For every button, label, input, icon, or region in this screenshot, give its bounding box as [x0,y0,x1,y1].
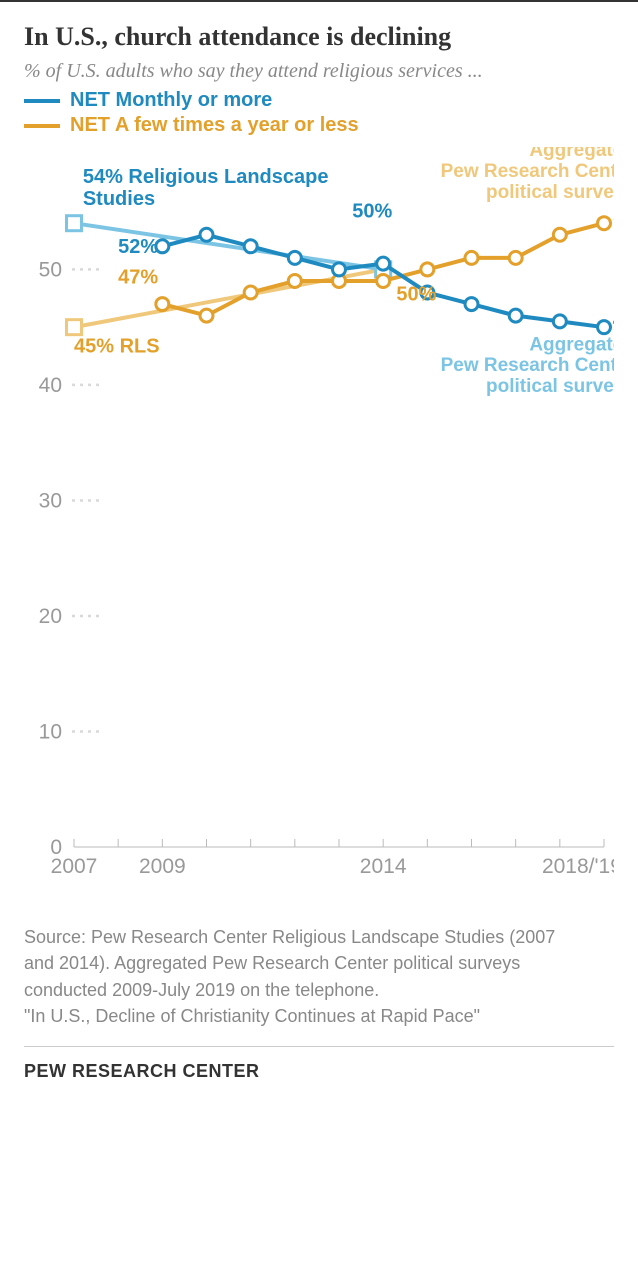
source-line: "In U.S., Decline of Christianity Contin… [24,1004,614,1028]
annotation-line: Aggregated [529,147,614,161]
agg-few-point [200,309,213,322]
y-tick-label: 50 [39,258,62,281]
annotation: AggregatedPew Research Centerpolitical s… [441,147,614,203]
legend-item-monthly: NET Monthly or more [24,89,614,112]
agg-few-point [509,251,522,264]
legend-label-few: NET A few times a year or less [70,114,359,137]
agg-monthly-point [288,251,301,264]
agg-monthly-point [465,298,478,311]
legend-swatch-monthly [24,99,60,103]
annotation: 45% [613,307,614,332]
annotation-line: 45% RLS [74,336,160,358]
chart-svg: 010203040502007200920142018/'1954% Relig… [24,147,614,907]
agg-monthly-point [377,257,390,270]
agg-few-point [244,286,257,299]
legend-label-monthly: NET Monthly or more [70,89,272,112]
agg-few-point [156,298,169,311]
chart-plot-area: 010203040502007200920142018/'1954% Relig… [24,147,614,907]
x-tick-label: 2018/'19 [542,855,614,878]
y-tick-label: 10 [39,720,62,743]
chart-title: In U.S., church attendance is declining [24,22,614,52]
source-line: Source: Pew Research Center Religious La… [24,925,614,949]
legend-item-few: NET A few times a year or less [24,114,614,137]
agg-monthly-point [509,309,522,322]
annotation-line: political surveys [486,182,614,203]
annotation: 50% [396,284,436,306]
annotation-line: Pew Research Center [441,355,614,376]
source-block: Source: Pew Research Center Religious La… [24,925,614,1028]
annotation: 54% Religious LandscapeStudies [83,166,329,210]
chart-subtitle: % of U.S. adults who say they attend rel… [24,60,614,83]
annotation-line: 50% [352,200,392,222]
x-tick-label: 2009 [139,855,186,878]
annotation-line: 45% [613,307,614,332]
agg-few-point [553,228,566,241]
agg-few-point [465,251,478,264]
annotation: 50% [352,200,392,222]
agg-monthly-point [200,228,213,241]
annotation-line: 50% [396,284,436,306]
x-tick-label: 2014 [360,855,407,878]
agg-monthly-point [598,321,611,334]
y-tick-label: 20 [39,605,62,628]
annotation-line: 47% [118,266,158,288]
agg-monthly-point [244,240,257,253]
annotation-line: 52% [118,236,158,258]
y-tick-label: 30 [39,489,62,512]
x-tick-label: 2007 [51,855,98,878]
rls-monthly-point [67,216,82,231]
annotation-line: 54% Religious Landscape [83,166,329,188]
legend: NET Monthly or more NET A few times a ye… [24,89,614,137]
annotation-line: 54% [613,203,614,228]
source-line: and 2014). Aggregated Pew Research Cente… [24,951,614,975]
agg-few-point [377,274,390,287]
annotation: 52% [118,236,158,258]
agg-few-point [421,263,434,276]
annotation: 45% RLS [74,336,160,358]
annotation: 47% [118,266,158,288]
agg-monthly-point [553,315,566,328]
agg-few-point [598,217,611,230]
annotation: AggregatedPew Research Centerpolitical s… [441,334,614,397]
annotation-line: Pew Research Center [441,161,614,182]
annotation-line: Aggregated [529,334,614,355]
legend-swatch-few [24,124,60,128]
annotation-line: political surveys [486,376,614,397]
agg-few-point [288,274,301,287]
chart-container: In U.S., church attendance is declining … [0,0,638,1100]
footer-brand: PEW RESEARCH CENTER [24,1046,614,1082]
rls-few-point [67,320,82,335]
annotation-line: Studies [83,188,155,210]
y-tick-label: 40 [39,374,62,397]
agg-monthly-point [333,263,346,276]
source-line: conducted 2009-July 2019 on the telephon… [24,978,614,1002]
annotation: 54% [613,203,614,228]
